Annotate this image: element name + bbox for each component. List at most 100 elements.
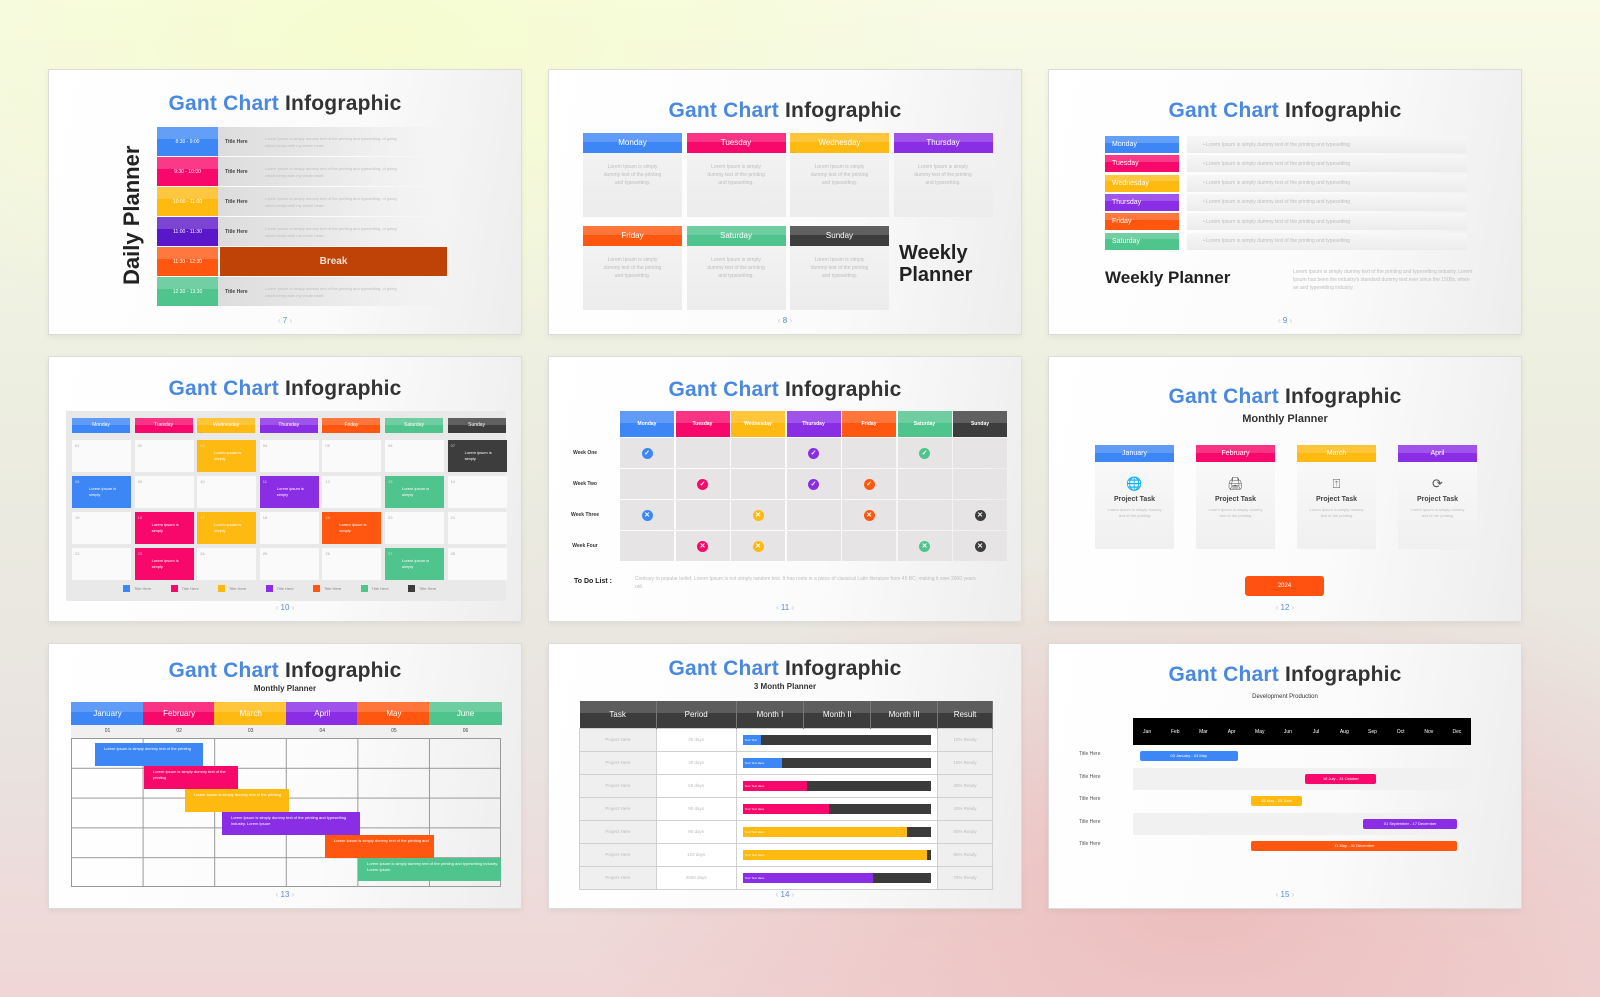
- calendar-cell[interactable]: 13 Lorem ipsum is simply: [385, 476, 444, 508]
- checklist-cell[interactable]: ✕: [842, 500, 896, 530]
- checklist-cell[interactable]: ✓: [786, 438, 841, 468]
- gantt-row: 01 September - 17 December: [1133, 812, 1471, 835]
- calendar-cell[interactable]: 17 Lorem ipsum is simply: [197, 512, 257, 544]
- slide-9-weekly-planner-list[interactable]: Gant Chart Infographic Monday • Lorem Ips…: [1048, 69, 1522, 335]
- gantt-bar[interactable]: 01 September - 17 December: [1362, 818, 1458, 829]
- checklist-cell[interactable]: [842, 531, 896, 561]
- calendar-cell[interactable]: 12: [322, 476, 382, 508]
- slide-8-weekly-planner-cards[interactable]: Gant Chart Infographic Monday Lorem Ipsum…: [548, 69, 1022, 335]
- date-number: 20: [388, 515, 393, 520]
- checklist-cell[interactable]: ✓: [786, 469, 841, 499]
- slide-7-daily-planner[interactable]: Gant Chart Infographic Daily Planner 8:3…: [48, 69, 522, 335]
- calendar-cell[interactable]: 21: [447, 512, 507, 544]
- checklist-cell[interactable]: [897, 500, 952, 530]
- calendar-cell[interactable]: 27 Lorem ipsum is simply: [385, 548, 444, 580]
- checklist-cell[interactable]: [953, 469, 1007, 499]
- slide-15-development-gantt[interactable]: Gant Chart Infographic Development Produ…: [1048, 643, 1522, 909]
- day-card-sunday[interactable]: Sunday Lorem Ipsum is simply dummy text o…: [790, 226, 889, 310]
- calendar-cell[interactable]: 19 Lorem ipsum is simply: [322, 512, 382, 544]
- gantt-bar[interactable]: 16 July - 31 October: [1305, 773, 1377, 784]
- checklist-cell[interactable]: [786, 500, 841, 530]
- checklist-cell[interactable]: ✕: [953, 500, 1007, 530]
- calendar-cell[interactable]: 08 Lorem ipsum is simply: [72, 476, 131, 508]
- calendar-cell[interactable]: 10: [197, 476, 257, 508]
- calendar-cell[interactable]: 20: [385, 512, 444, 544]
- month-header: Jan Feb Mar Apr May Jun Jul Aug Sep Oct Nov Dec: [1133, 718, 1471, 745]
- checklist-cell[interactable]: ✕: [731, 500, 785, 530]
- day-card-saturday[interactable]: Saturday Lorem Ipsum is simply dummy text…: [686, 226, 786, 310]
- day-card-monday[interactable]: Monday Lorem Ipsum is simply dummy text o…: [583, 133, 682, 217]
- calendar-cell[interactable]: 28: [447, 548, 507, 580]
- month-card-april[interactable]: April ⟳ Project Task Lorem Ipsum is simply …: [1398, 445, 1477, 549]
- month-header: April: [1398, 445, 1477, 462]
- checklist-cell[interactable]: ✓: [620, 438, 674, 468]
- slide-10-monthly-calendar[interactable]: Gant Chart Infographic Monday Tuesday Wedn…: [48, 356, 522, 622]
- checklist-cell[interactable]: ✓: [675, 469, 730, 499]
- checklist-cell[interactable]: [842, 438, 896, 468]
- legend-label: Title Here: [134, 586, 152, 591]
- checklist-cell[interactable]: ✕: [731, 531, 785, 561]
- checklist-cell[interactable]: [620, 531, 674, 561]
- slide-11-weekly-checklist[interactable]: Gant Chart Infographic Monday Tuesday Wedn…: [548, 356, 1022, 622]
- calendar-cell[interactable]: 18: [259, 512, 319, 544]
- gantt-bar[interactable]: 15 May - 25 June: [1251, 796, 1302, 806]
- gantt-bar[interactable]: Lorem Ipsum is simply dummy text of the …: [222, 812, 360, 835]
- gantt-bar[interactable]: 03 January - 03 May: [1139, 751, 1238, 761]
- gantt-bar[interactable]: Lorem Ipsum is simply dummy text of the …: [144, 766, 238, 789]
- gantt-bar[interactable]: Lorem Ipsum is simply dummy text of the …: [185, 789, 289, 812]
- date-number: 27: [388, 551, 393, 556]
- calendar-cell[interactable]: 02: [134, 440, 194, 472]
- calendar-cell[interactable]: 14: [447, 476, 507, 508]
- result-cell: 75% Ready: [937, 865, 993, 890]
- year-button[interactable]: 2024: [1245, 576, 1324, 596]
- checklist-cell[interactable]: ✕: [897, 531, 952, 561]
- task-cell: Project Here: [579, 750, 657, 775]
- check-icon: ✓: [808, 478, 819, 490]
- checklist-cell[interactable]: [731, 438, 785, 468]
- slide-12-monthly-tasks[interactable]: Gant Chart Infographic Monthly Planner J…: [1048, 356, 1522, 622]
- checklist-cell[interactable]: [675, 438, 730, 468]
- calendar-cell[interactable]: 05: [322, 440, 382, 472]
- slide-13-monthly-gantt[interactable]: Gant Chart Infographic Monthly Planner J…: [48, 643, 522, 909]
- task-title: Project Task: [1416, 496, 1459, 503]
- month-card-january[interactable]: January 🌐 Project Task Lorem Ipsum is simpl…: [1095, 445, 1174, 549]
- task-text: Lorem Ipsum is simply dummy text of the …: [1208, 507, 1263, 518]
- calendar-cell[interactable]: 24: [197, 548, 257, 580]
- checklist-cell[interactable]: ✓: [842, 469, 896, 499]
- checklist-cell[interactable]: [731, 469, 785, 499]
- day-label: Monday: [1105, 136, 1179, 153]
- gantt-bar[interactable]: Lorem Ipsum is simply dummy text of the …: [325, 835, 434, 858]
- day-card-tuesday[interactable]: Tuesday Lorem Ipsum is simply dummy text …: [686, 133, 786, 217]
- checklist-cell[interactable]: [620, 469, 674, 499]
- calendar-cell[interactable]: 23 Lorem ipsum is simply: [134, 548, 194, 580]
- calendar-cell[interactable]: 09: [134, 476, 194, 508]
- checklist-cell[interactable]: [675, 500, 730, 530]
- calendar-cell[interactable]: 07 Lorem ipsum is simply: [447, 440, 507, 472]
- calendar-cell[interactable]: 06: [385, 440, 444, 472]
- calendar-cell[interactable]: 15: [72, 512, 131, 544]
- month-card-february[interactable]: February 🖨 Project Task Lorem Ipsum is simp…: [1196, 445, 1275, 549]
- day-card-thursday[interactable]: Thursday Lorem Ipsum is simply dummy text…: [893, 133, 993, 217]
- calendar-cell[interactable]: 22: [72, 548, 131, 580]
- calendar-cell[interactable]: 25: [259, 548, 319, 580]
- checklist-cell[interactable]: ✕: [620, 500, 674, 530]
- checklist-cell[interactable]: [786, 531, 841, 561]
- gantt-bar[interactable]: Lorem Ipsum is simply dummy text of the …: [95, 743, 203, 766]
- calendar-cell[interactable]: 03 Lorem ipsum is simply: [197, 440, 257, 472]
- checklist-cell[interactable]: ✓: [897, 438, 952, 468]
- calendar-cell[interactable]: 26: [322, 548, 382, 580]
- calendar-cell[interactable]: 11 Lorem ipsum is simply: [259, 476, 319, 508]
- slide-14-three-month-planner[interactable]: Gant Chart Infographic 3 Month Planner T…: [548, 643, 1022, 909]
- calendar-cell[interactable]: 01: [72, 440, 131, 472]
- checklist-cell[interactable]: ✕: [675, 531, 730, 561]
- day-card-friday[interactable]: Friday Lorem Ipsum is simply dummy text o…: [583, 226, 682, 310]
- calendar-cell[interactable]: 04: [259, 440, 319, 472]
- gantt-bar[interactable]: 11 May - 31 December: [1251, 841, 1458, 851]
- checklist-cell[interactable]: [897, 469, 952, 499]
- checklist-cell[interactable]: [953, 438, 1007, 468]
- checklist-cell[interactable]: ✕: [953, 531, 1007, 561]
- month-card-march[interactable]: March ⍐ Project Task Lorem Ipsum is simply …: [1297, 445, 1376, 549]
- gantt-bar[interactable]: Lorem Ipsum is simply dummy text of the …: [358, 858, 501, 881]
- day-card-wednesday[interactable]: Wednesday Lorem Ipsum is simply dummy tex…: [790, 133, 889, 217]
- calendar-cell[interactable]: 16 Lorem ipsum is simply: [134, 512, 194, 544]
